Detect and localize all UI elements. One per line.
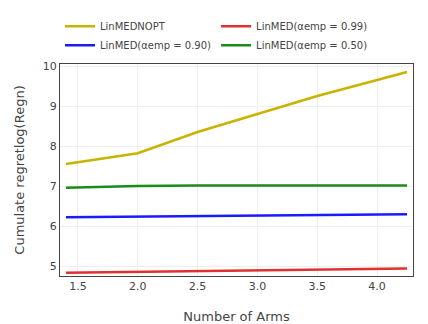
svg-text:2.5: 2.5 [189, 280, 207, 293]
svg-text:3.5: 3.5 [309, 280, 327, 293]
svg-text:LinMED(αemp = 0.99): LinMED(αemp = 0.99) [256, 21, 367, 32]
svg-text:3.0: 3.0 [249, 280, 267, 293]
svg-text:LinMED(αemp = 0.90): LinMED(αemp = 0.90) [100, 40, 211, 51]
svg-text:8: 8 [50, 140, 57, 153]
svg-text:LinMED(αemp = 0.50): LinMED(αemp = 0.50) [256, 40, 367, 51]
svg-text:10: 10 [43, 60, 57, 73]
svg-text:5: 5 [50, 260, 57, 273]
svg-text:1.5: 1.5 [69, 280, 87, 293]
svg-text:7: 7 [50, 180, 57, 193]
svg-text:6: 6 [50, 220, 57, 233]
svg-text:Cumulate regretlog(Regn): Cumulate regretlog(Regn) [12, 85, 27, 254]
svg-text:9: 9 [50, 100, 57, 113]
svg-text:LinMEDNOPT: LinMEDNOPT [100, 21, 166, 32]
svg-text:2.0: 2.0 [129, 280, 147, 293]
svg-text:4.0: 4.0 [368, 280, 386, 293]
svg-text:Number of Arms: Number of Arms [183, 309, 290, 324]
